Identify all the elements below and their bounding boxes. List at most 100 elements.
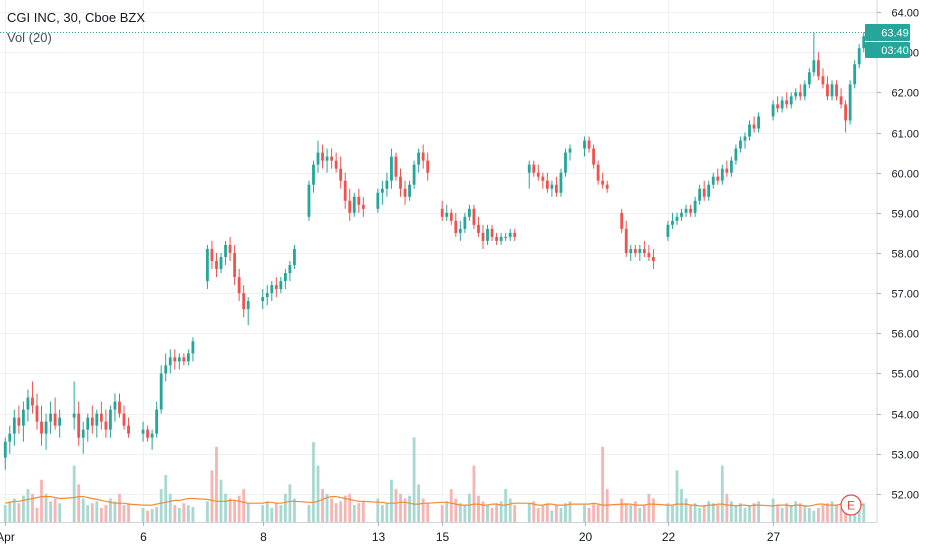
candle[interactable] (826, 76, 829, 101)
candle[interactable] (95, 409, 99, 438)
candle[interactable] (739, 136, 742, 153)
candle[interactable] (527, 160, 531, 189)
candle[interactable] (684, 204, 688, 217)
candle[interactable] (99, 401, 103, 430)
candle[interactable] (3, 437, 7, 470)
candle[interactable] (559, 168, 563, 197)
candle[interactable] (321, 144, 324, 169)
candle[interactable] (312, 160, 315, 193)
candle[interactable] (168, 349, 172, 374)
candle[interactable] (421, 144, 425, 169)
candle[interactable] (757, 112, 760, 133)
candle[interactable] (224, 240, 227, 266)
candle[interactable] (288, 261, 292, 282)
candle[interactable] (812, 32, 816, 77)
candle[interactable] (693, 196, 697, 217)
candle[interactable] (86, 413, 90, 442)
candle[interactable] (325, 148, 329, 173)
candle[interactable] (104, 409, 108, 438)
candle[interactable] (568, 144, 572, 161)
candle[interactable] (261, 289, 265, 310)
candle[interactable] (857, 44, 861, 69)
candle[interactable] (242, 285, 246, 318)
candle[interactable] (376, 188, 380, 213)
candle[interactable] (399, 168, 402, 197)
candle[interactable] (307, 180, 311, 221)
candle[interactable] (481, 224, 485, 249)
candle[interactable] (550, 180, 554, 197)
candle[interactable] (454, 212, 458, 237)
candle[interactable] (605, 180, 609, 193)
candles[interactable] (3, 32, 866, 470)
candle[interactable] (729, 156, 733, 177)
candle[interactable] (339, 156, 343, 189)
candle[interactable] (127, 417, 130, 438)
candle[interactable] (680, 208, 683, 221)
time-axis[interactable]: Apr 6 8 13 15 20 22 27 (0, 522, 877, 544)
candle[interactable] (839, 88, 843, 109)
candle[interactable] (720, 164, 724, 185)
candle[interactable] (357, 188, 361, 213)
candle[interactable] (182, 353, 186, 366)
candle[interactable] (789, 92, 793, 109)
candle[interactable] (72, 381, 76, 430)
candle[interactable] (513, 228, 517, 241)
candle[interactable] (776, 96, 780, 113)
candle[interactable] (58, 409, 62, 438)
candle[interactable] (458, 220, 462, 241)
candle[interactable] (794, 88, 798, 101)
candle[interactable] (853, 60, 857, 89)
candle[interactable] (53, 397, 57, 430)
candle[interactable] (155, 401, 159, 438)
candle[interactable] (467, 204, 471, 221)
candle[interactable] (817, 52, 820, 81)
candle[interactable] (394, 152, 398, 181)
candle[interactable] (620, 208, 624, 233)
candle[interactable] (698, 184, 702, 205)
candle[interactable] (752, 116, 756, 133)
candle[interactable] (504, 232, 508, 241)
candle[interactable] (647, 244, 651, 261)
candle[interactable] (707, 180, 711, 201)
candle[interactable] (785, 92, 789, 109)
candle[interactable] (666, 220, 670, 241)
candle[interactable] (279, 277, 283, 294)
candle[interactable] (49, 401, 52, 434)
candle[interactable] (725, 160, 729, 177)
candle[interactable] (35, 393, 39, 430)
candle[interactable] (228, 236, 232, 261)
candle[interactable] (624, 220, 628, 257)
candle[interactable] (633, 244, 637, 257)
candle[interactable] (780, 96, 784, 113)
candle[interactable] (141, 421, 145, 442)
candle[interactable] (821, 68, 825, 89)
candle[interactable] (490, 224, 494, 241)
candle[interactable] (587, 136, 591, 153)
candle[interactable] (642, 240, 646, 257)
candle[interactable] (270, 281, 274, 302)
candle[interactable] (380, 180, 384, 205)
candle[interactable] (638, 244, 642, 261)
candle[interactable] (283, 269, 287, 290)
candle[interactable] (348, 188, 352, 221)
candle[interactable] (508, 228, 512, 241)
candle[interactable] (716, 168, 720, 185)
candle[interactable] (237, 269, 241, 302)
candle[interactable] (417, 148, 421, 173)
candle[interactable] (12, 409, 16, 446)
candle[interactable] (44, 413, 48, 450)
candle[interactable] (689, 204, 692, 217)
candle[interactable] (177, 353, 181, 370)
candle[interactable] (652, 248, 655, 270)
candle[interactable] (274, 277, 278, 298)
candle[interactable] (862, 32, 866, 53)
candle[interactable] (440, 200, 444, 221)
candle[interactable] (408, 180, 411, 201)
candle[interactable] (675, 212, 679, 225)
price-axis[interactable]: 52.00 53.00 54.00 55.00 56.00 57.00 58.00 59.00… (876, 0, 919, 522)
candle[interactable] (109, 405, 112, 438)
candle[interactable] (159, 365, 163, 414)
candle[interactable] (385, 172, 389, 197)
candle[interactable] (629, 244, 633, 261)
candle[interactable] (293, 244, 296, 270)
